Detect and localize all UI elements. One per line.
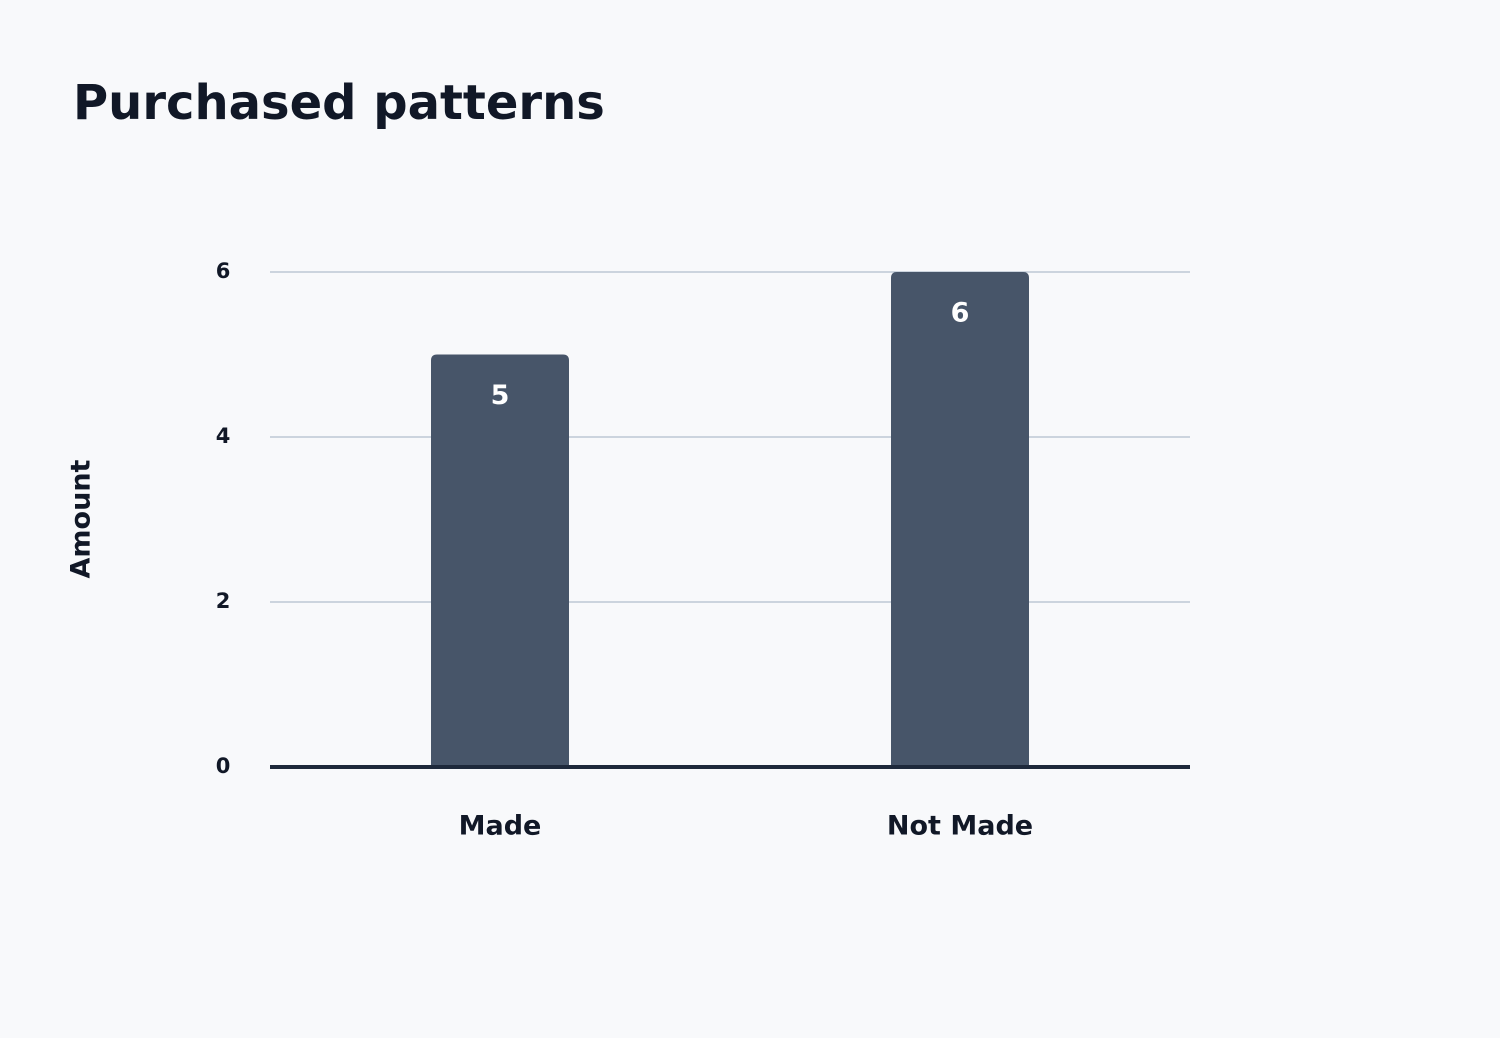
y-tick-label: 0 xyxy=(216,754,231,778)
x-tick-label: Made xyxy=(459,811,542,842)
value-label: 5 xyxy=(491,380,510,411)
y-axis-label: Amount xyxy=(66,459,97,578)
value-label: 6 xyxy=(951,298,970,329)
y-tick-label: 2 xyxy=(216,589,231,613)
chart-title: Purchased patterns xyxy=(73,75,605,131)
x-tick-label: Not Made xyxy=(887,811,1033,842)
y-tick-label: 6 xyxy=(216,259,231,283)
bar xyxy=(891,272,1029,767)
bar xyxy=(431,354,569,767)
y-tick-label: 4 xyxy=(216,424,231,448)
